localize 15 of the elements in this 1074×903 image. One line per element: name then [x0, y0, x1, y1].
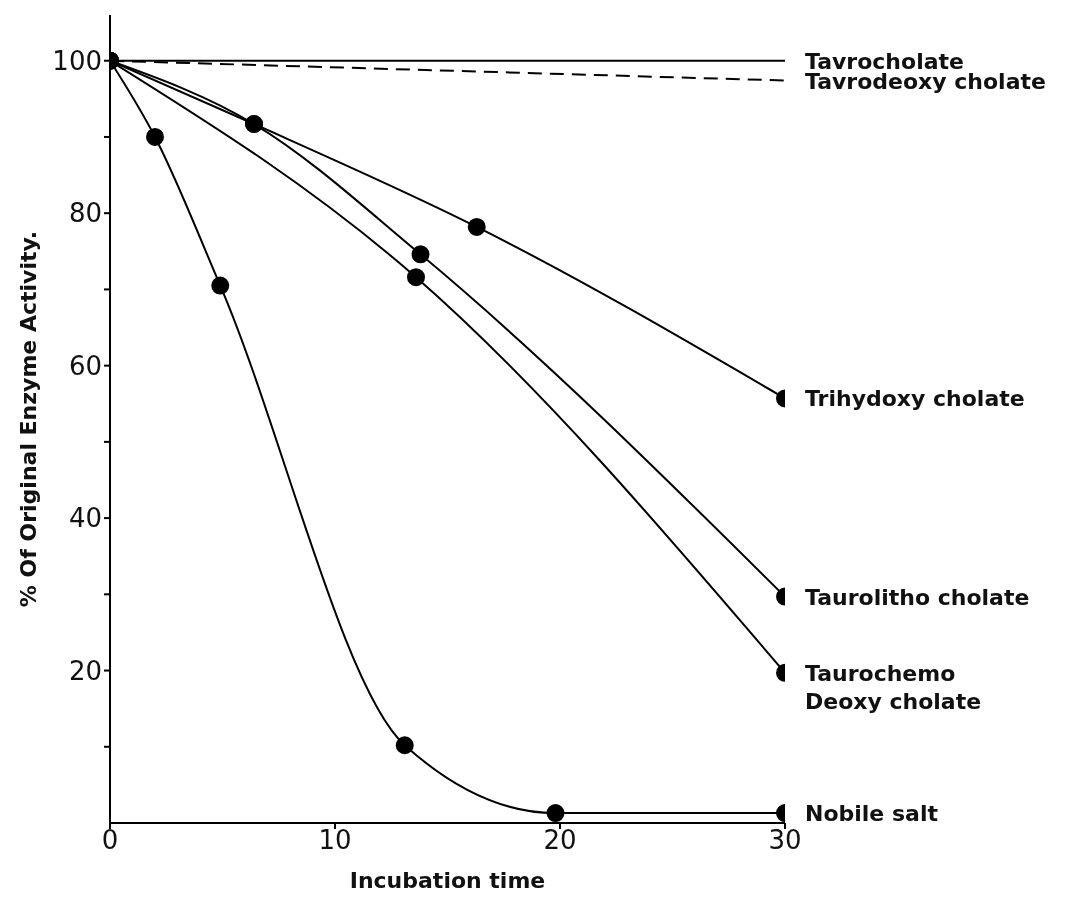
y-tick-label: 100 — [52, 45, 102, 76]
y-tick-label: 80 — [68, 198, 102, 229]
legend-label: Nobile salt — [805, 801, 939, 827]
x-tick-label: 0 — [101, 825, 119, 856]
y-axis-title: % Of Original Enzyme Activity. — [15, 230, 41, 608]
x-axis-title: Incubation time — [349, 868, 546, 893]
series-label: Taurolitho cholate — [805, 584, 1030, 610]
x-tick-label: 30 — [768, 825, 802, 856]
x-tick-label: 20 — [543, 825, 577, 856]
x-tick-label: 10 — [318, 825, 352, 856]
y-tick-label: 60 — [68, 350, 102, 381]
series-label: Trihydoxy cholate — [805, 386, 1025, 412]
y-tick-label: 20 — [68, 655, 102, 686]
series-label: Taurochemo Deoxy cholate — [805, 660, 982, 714]
y-tick-label: 40 — [68, 503, 102, 534]
